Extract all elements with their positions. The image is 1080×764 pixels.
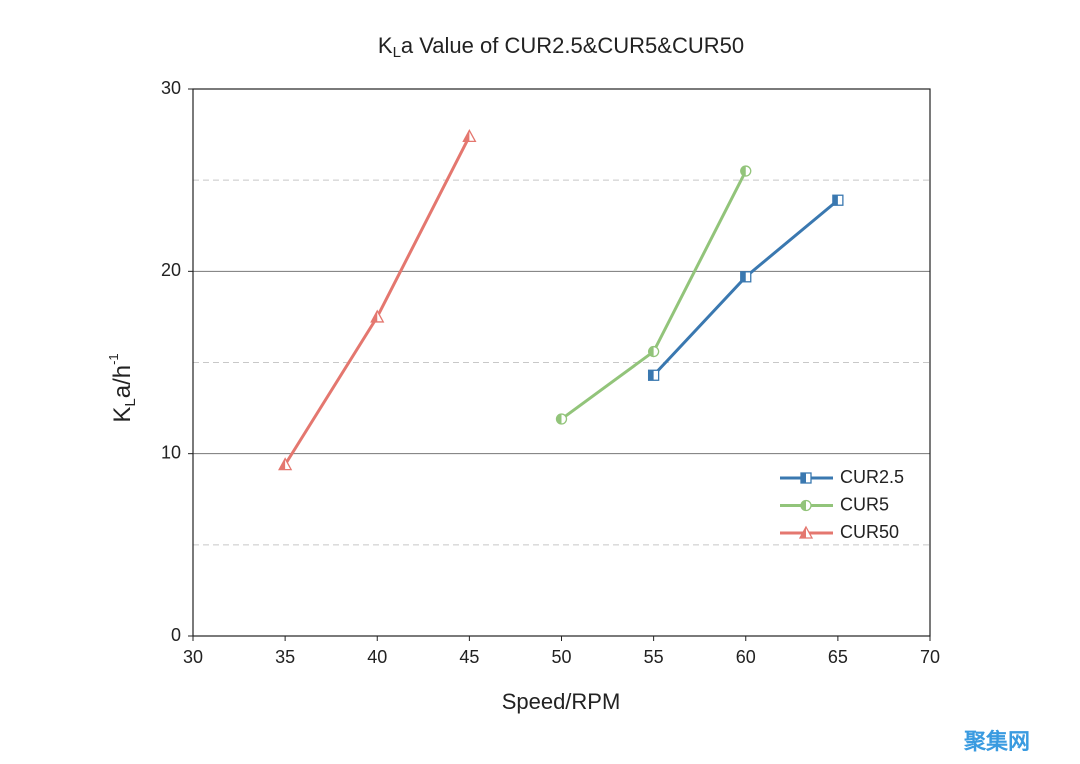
x-tick-label: 60 [736, 647, 756, 667]
marker [800, 499, 812, 512]
y-label-sup: -1 [106, 353, 121, 365]
series-line [560, 170, 748, 421]
title-rest: a Value of CUR2.5&CUR5&CUR50 [401, 33, 744, 58]
chart-title: KLa Value of CUR2.5&CUR5&CUR50 [378, 33, 744, 61]
legend-label: CUR50 [840, 522, 899, 542]
y-tick-label: 20 [161, 260, 181, 280]
y-label-sub: L [122, 398, 139, 406]
x-tick-label: 40 [367, 647, 387, 667]
y-label-rest: a/h [109, 365, 136, 398]
legend-label: CUR2.5 [840, 467, 904, 487]
y-tick-label: 30 [161, 78, 181, 98]
marker [647, 369, 660, 381]
marker [740, 271, 752, 283]
marker [647, 345, 660, 358]
marker-part [648, 370, 654, 381]
marker [798, 525, 814, 539]
y-tick-label: 0 [171, 625, 181, 645]
marker-part [740, 166, 746, 177]
marker [832, 194, 844, 206]
marker [740, 165, 752, 177]
title-sub: L [393, 44, 401, 61]
x-tick-label: 30 [183, 647, 203, 667]
x-tick-label: 50 [551, 647, 571, 667]
marker-part [832, 195, 838, 206]
x-tick-label: 65 [828, 647, 848, 667]
marker-part [800, 527, 806, 538]
marker [462, 129, 477, 143]
series-line [652, 199, 839, 377]
marker-part [740, 271, 746, 282]
series-line [283, 135, 471, 466]
marker [555, 413, 568, 425]
marker-part [556, 414, 562, 425]
marker [278, 457, 293, 471]
y-axis-label: KLa/h-1 [106, 353, 139, 422]
x-tick-label: 55 [644, 647, 664, 667]
marker [370, 309, 385, 323]
x-axis-label: Speed/RPM [502, 689, 621, 714]
marker-part [801, 500, 806, 511]
x-tick-label: 70 [920, 647, 940, 667]
y-tick-label: 10 [161, 442, 181, 462]
marker-part [279, 458, 286, 470]
watermark: 聚集网 [963, 729, 1030, 754]
marker-part [371, 310, 378, 322]
marker-part [463, 130, 470, 142]
x-tick-label: 35 [275, 647, 295, 667]
plot-frame [192, 88, 931, 637]
title-main: K [378, 33, 393, 58]
marker-part [648, 346, 654, 357]
legend-label: CUR5 [840, 494, 889, 514]
marker-part [801, 473, 806, 483]
x-tick-label: 45 [459, 647, 479, 667]
y-label-main: K [109, 407, 136, 423]
marker [800, 472, 812, 484]
